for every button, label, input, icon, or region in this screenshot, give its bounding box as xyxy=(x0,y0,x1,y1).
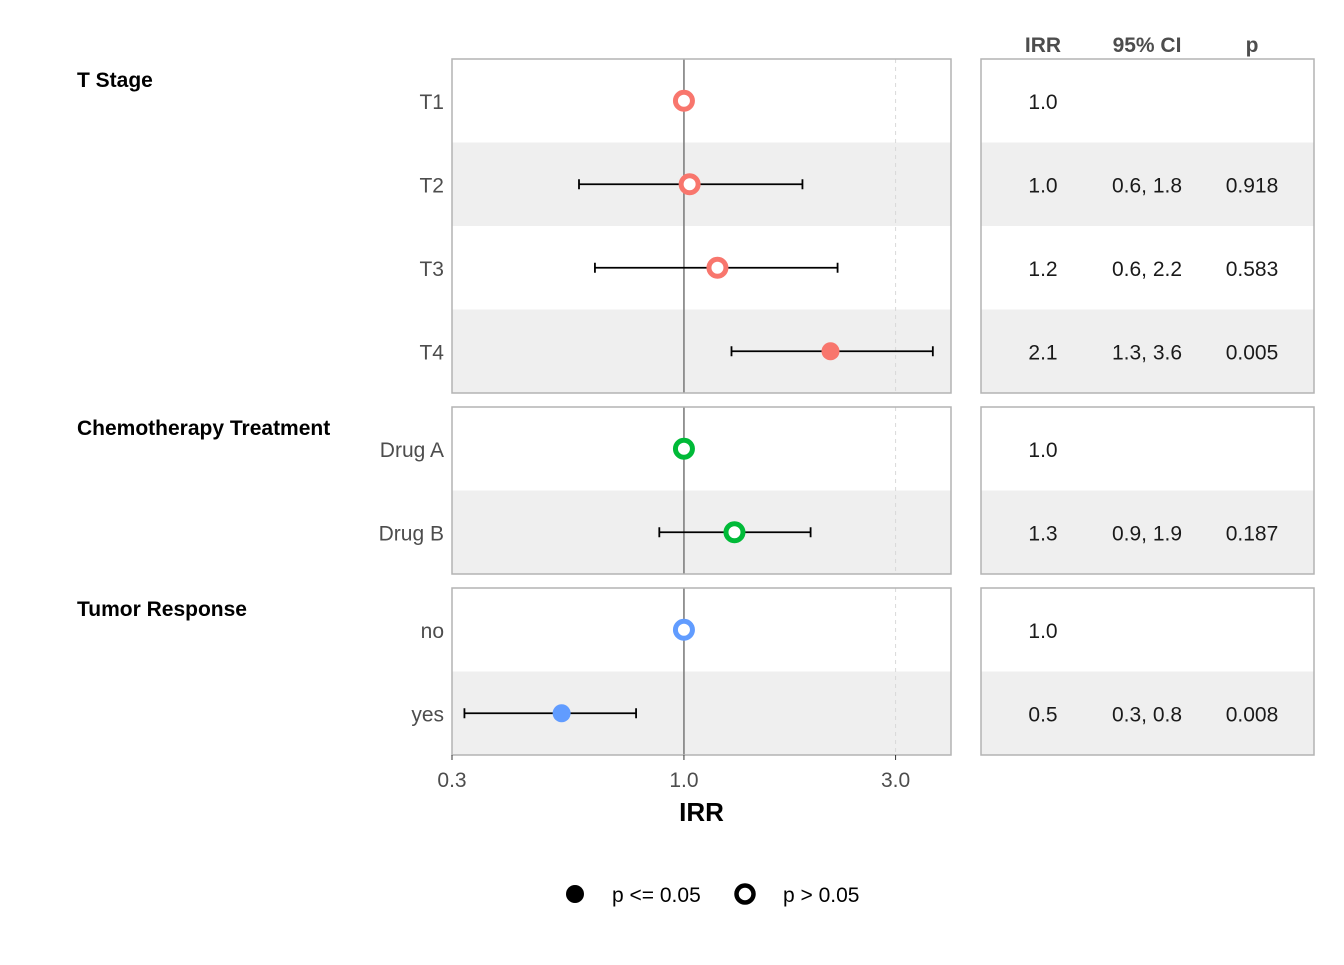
row-label: T2 xyxy=(419,174,444,197)
table-panel-border xyxy=(980,58,1315,394)
table-irr-value: 1.0 xyxy=(1028,620,1057,643)
table-ci-value: 1.3, 3.6 xyxy=(1112,341,1182,364)
row-shade-table xyxy=(981,142,1314,226)
table-irr-value: 1.0 xyxy=(1028,439,1057,462)
point-estimate-filled xyxy=(552,704,571,723)
x-axis-title: IRR xyxy=(679,797,724,827)
table-ci-value: 0.6, 2.2 xyxy=(1112,258,1182,281)
table-ci-value: 0.6, 1.8 xyxy=(1112,174,1182,197)
header-irr: IRR xyxy=(1025,34,1061,57)
table-ci-value: 0.3, 0.8 xyxy=(1112,703,1182,726)
table-p-value: 0.583 xyxy=(1226,258,1279,281)
plot-panel-border xyxy=(451,406,952,575)
table-irr-value: 1.2 xyxy=(1028,258,1057,281)
row-label: T3 xyxy=(419,258,444,281)
table-irr-value: 1.0 xyxy=(1028,174,1057,197)
row-shade-table xyxy=(981,671,1314,755)
table-irr-value: 0.5 xyxy=(1028,703,1057,726)
table-p-value: 0.187 xyxy=(1226,522,1279,545)
group-title: Tumor Response xyxy=(77,598,247,621)
legend-filled-circle-icon xyxy=(566,885,584,903)
legend-label-nonsignificant: p > 0.05 xyxy=(783,884,859,907)
x-tick-label: 3.0 xyxy=(881,769,910,792)
table-p-value: 0.918 xyxy=(1226,174,1279,197)
group-title: T Stage xyxy=(77,69,153,92)
row-label: Drug A xyxy=(380,439,444,462)
point-estimate-hollow xyxy=(672,437,695,460)
plot-panel-border xyxy=(451,587,952,756)
table-p-value: 0.008 xyxy=(1226,703,1279,726)
table-panel-border xyxy=(980,406,1315,575)
row-label: yes xyxy=(411,703,444,726)
header-p: p xyxy=(1246,34,1259,57)
table-irr-value: 1.3 xyxy=(1028,522,1057,545)
x-tick-label: 0.3 xyxy=(437,769,466,792)
point-estimate-hollow xyxy=(672,618,695,641)
group-title: Chemotherapy Treatment xyxy=(77,417,330,440)
header-95ci: 95% CI xyxy=(1113,34,1182,57)
table-p-value: 0.005 xyxy=(1226,341,1279,364)
row-shade-table xyxy=(981,309,1314,393)
point-estimate-hollow xyxy=(706,256,729,279)
x-tick-label: 1.0 xyxy=(669,769,698,792)
table-panel-border xyxy=(980,587,1315,756)
table-ci-value: 0.9, 1.9 xyxy=(1112,522,1182,545)
row-label: no xyxy=(421,620,444,643)
legend-hollow-circle-icon xyxy=(734,883,756,905)
plot-panel-border xyxy=(451,58,952,394)
row-label: T4 xyxy=(419,341,444,364)
table-irr-value: 1.0 xyxy=(1028,91,1057,114)
point-estimate-hollow xyxy=(672,89,695,112)
point-estimate-filled xyxy=(821,342,840,361)
row-label: T1 xyxy=(419,91,444,114)
point-estimate-hollow xyxy=(678,173,701,196)
point-estimate-hollow xyxy=(723,521,746,544)
legend-label-significant: p <= 0.05 xyxy=(612,884,701,907)
row-label: Drug B xyxy=(379,522,444,545)
row-shade-table xyxy=(981,490,1314,574)
table-irr-value: 2.1 xyxy=(1028,341,1057,364)
